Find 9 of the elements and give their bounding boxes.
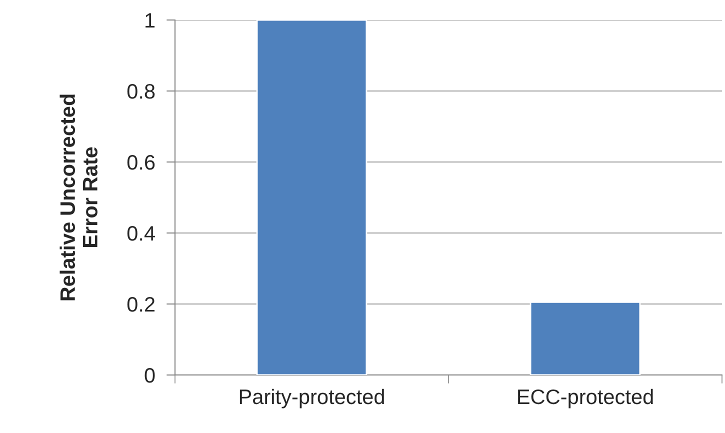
- y-axis-title: Relative Uncorrected Error Rate: [60, 94, 98, 300]
- y-tick-label: 0: [144, 368, 155, 383]
- y-tick-label: 0.8: [127, 84, 155, 99]
- y-tick-label: 0.6: [127, 155, 155, 170]
- y-tick-label: 0.4: [127, 226, 155, 241]
- y-tick-label: 1: [146, 13, 155, 28]
- x-tick-label: ECC-protected: [518, 388, 653, 408]
- y-tick-label: 0.2: [127, 297, 155, 312]
- x-tick-label: Parity-protected: [240, 388, 384, 408]
